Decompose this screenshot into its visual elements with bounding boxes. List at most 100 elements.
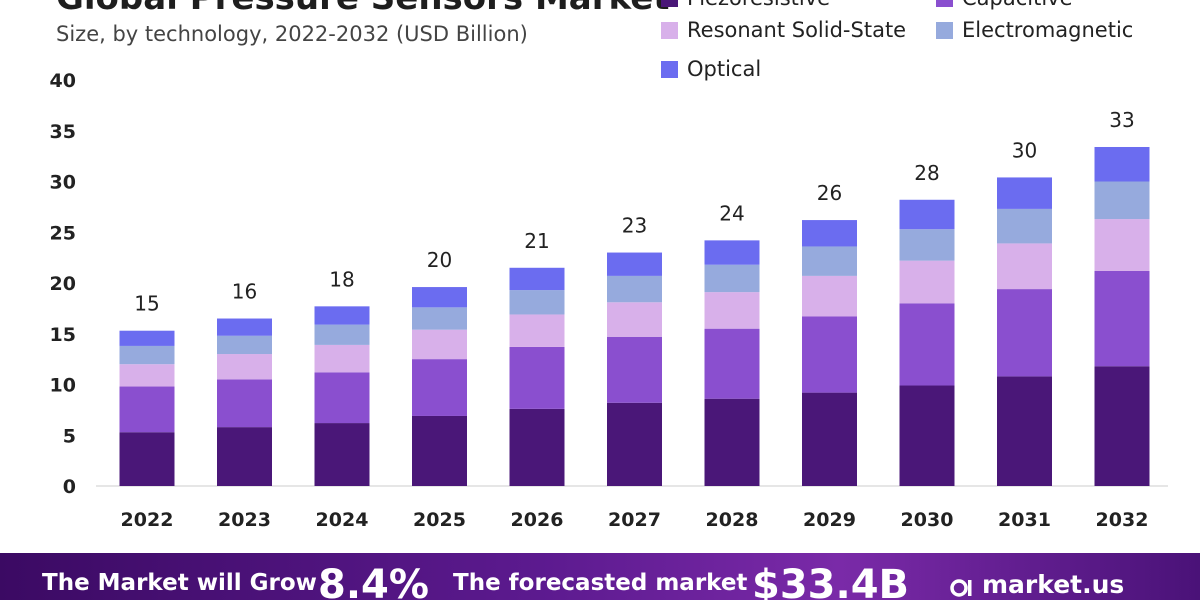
bar-segment bbox=[607, 275, 662, 303]
banner-forecast-value: $33.4B bbox=[752, 562, 910, 600]
total-label: 24 bbox=[719, 201, 744, 225]
legend-label: Resonant Solid-State bbox=[687, 18, 907, 42]
bar-segment bbox=[412, 287, 467, 308]
bar-segment bbox=[412, 359, 467, 416]
x-tick-label: 2031 bbox=[998, 509, 1051, 531]
bar-segment bbox=[509, 408, 565, 486]
legend-item-resonant-solid-state: Resonant Solid-State bbox=[661, 18, 906, 42]
y-axis-ticks: 0 5 10 15 20 25 30 35 40 bbox=[50, 70, 76, 498]
bar-segment bbox=[607, 336, 662, 403]
bar-segment bbox=[802, 275, 857, 317]
bar-segment bbox=[412, 307, 467, 330]
banner-forecast-text: The forecasted market bbox=[453, 570, 748, 596]
x-tick-label: 2032 bbox=[1096, 509, 1149, 531]
y-tick-label: 25 bbox=[50, 222, 76, 244]
total-label: 18 bbox=[329, 267, 354, 291]
bar-segment bbox=[1094, 219, 1150, 271]
total-labels: 15 16 18 20 21 23 24 26 28 30 33 bbox=[134, 108, 1134, 316]
bar-segment bbox=[899, 260, 955, 304]
bar-segment bbox=[802, 220, 857, 247]
bar-segment bbox=[412, 415, 467, 486]
bar-segment bbox=[802, 246, 857, 276]
legend-item-electromagnetic: Electromagnetic bbox=[936, 18, 1133, 42]
x-tick-label: 2022 bbox=[121, 509, 174, 531]
bar-segment bbox=[607, 402, 662, 486]
x-tick-label: 2024 bbox=[316, 509, 369, 531]
bar-segment bbox=[314, 344, 370, 373]
bar-segment bbox=[704, 398, 760, 486]
bar-segment bbox=[1094, 146, 1150, 182]
bar-segment bbox=[1094, 366, 1150, 486]
total-label: 33 bbox=[1109, 108, 1134, 132]
bar-segment bbox=[899, 199, 955, 230]
bar-segment bbox=[997, 177, 1052, 209]
total-label: 20 bbox=[427, 248, 452, 272]
legend-label: Optical bbox=[687, 57, 762, 81]
legend-label: Capacitive bbox=[962, 0, 1073, 10]
bar-segment bbox=[314, 324, 370, 345]
bar-segment bbox=[997, 376, 1052, 486]
bar-segment bbox=[899, 303, 955, 386]
footer-banner: The Market will Grow 8.4% The forecasted… bbox=[0, 553, 1200, 600]
bar-segment bbox=[314, 423, 370, 486]
y-tick-label: 30 bbox=[50, 172, 76, 194]
total-label: 23 bbox=[622, 214, 647, 238]
legend-swatch bbox=[661, 60, 678, 78]
legend-swatch bbox=[936, 0, 953, 7]
bar-segment bbox=[802, 392, 857, 486]
bar-segment bbox=[509, 267, 565, 291]
x-tick-label: 2026 bbox=[511, 509, 564, 531]
bar-segment bbox=[1094, 270, 1150, 367]
bar-segment bbox=[802, 316, 857, 393]
legend-swatch bbox=[661, 21, 678, 39]
bar-segment bbox=[607, 252, 662, 276]
legend-label: Piezoresistive bbox=[687, 0, 830, 10]
bar-segment bbox=[217, 354, 272, 380]
bar-segment bbox=[412, 329, 467, 360]
bar-segment bbox=[119, 386, 175, 433]
bar-segment bbox=[1094, 181, 1150, 220]
legend-swatch bbox=[661, 0, 678, 7]
bar-segment bbox=[607, 302, 662, 337]
chart-title: Global Pressure Sensors Market bbox=[56, 0, 670, 18]
y-tick-label: 0 bbox=[63, 476, 76, 498]
bar-segment bbox=[509, 346, 565, 409]
bar-segment bbox=[997, 289, 1052, 377]
legend: Piezoresistive Capacitive Resonant Solid… bbox=[0, 0, 1200, 100]
y-tick-label: 5 bbox=[63, 425, 76, 447]
banner-grow-text: The Market will Grow bbox=[42, 570, 317, 596]
x-tick-label: 2028 bbox=[706, 509, 759, 531]
bar-segment bbox=[704, 240, 760, 265]
brand-logo-icon bbox=[950, 579, 972, 597]
bars bbox=[119, 146, 1150, 486]
bar-segment bbox=[217, 379, 272, 428]
bar-segment bbox=[217, 335, 272, 355]
total-label: 16 bbox=[232, 280, 257, 304]
x-tick-label: 2025 bbox=[413, 509, 466, 531]
y-tick-label: 15 bbox=[50, 324, 76, 346]
x-axis-ticks: 2022 2023 2024 2025 2026 2027 2028 2029 2030 2031… bbox=[121, 509, 1149, 531]
bar-segment bbox=[119, 345, 175, 365]
bar-segment bbox=[119, 432, 175, 486]
bar-segment bbox=[997, 243, 1052, 290]
chart-subtitle: Size, by technology, 2022-2032 (USD Bill… bbox=[56, 22, 528, 46]
total-label: 28 bbox=[914, 161, 939, 185]
x-tick-label: 2029 bbox=[803, 509, 856, 531]
bar-segment bbox=[704, 264, 760, 293]
banner-cagr-value: 8.4% bbox=[318, 562, 429, 600]
legend-swatch bbox=[936, 21, 953, 39]
banner-brand: market.us bbox=[982, 570, 1125, 599]
bar-segment bbox=[217, 318, 272, 336]
legend-item-capacitive: Capacitive bbox=[936, 0, 1073, 10]
bar-segment bbox=[119, 330, 175, 346]
x-tick-label: 2027 bbox=[608, 509, 661, 531]
bar-segment bbox=[314, 306, 370, 325]
bar-segment bbox=[314, 372, 370, 424]
total-label: 15 bbox=[134, 292, 159, 316]
total-label: 26 bbox=[817, 181, 842, 205]
bar-segment bbox=[704, 292, 760, 329]
x-tick-label: 2030 bbox=[901, 509, 954, 531]
y-tick-label: 10 bbox=[50, 375, 76, 397]
legend-label: Electromagnetic bbox=[962, 18, 1134, 42]
